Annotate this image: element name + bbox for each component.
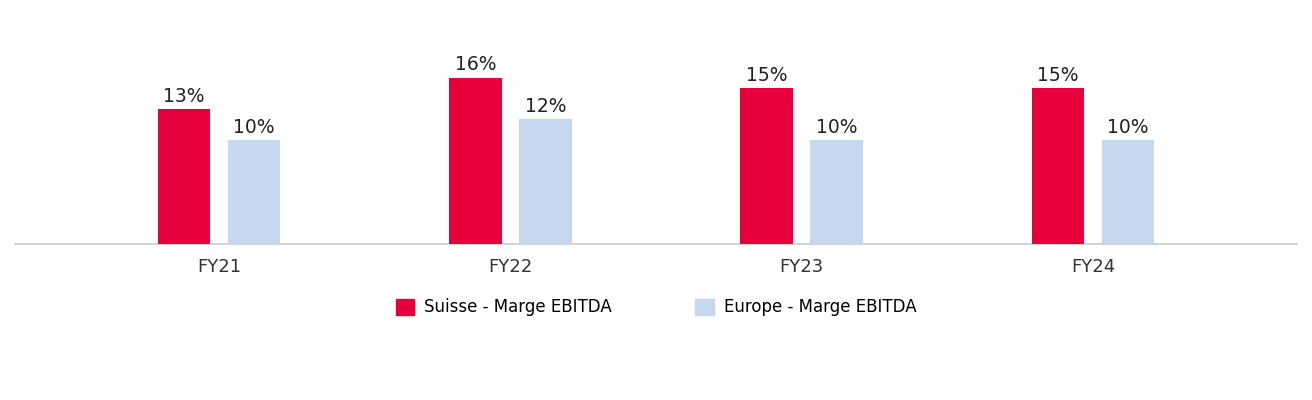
Text: 12%: 12% xyxy=(525,97,565,116)
Bar xyxy=(157,109,210,244)
Text: 16%: 16% xyxy=(454,56,496,74)
Text: 10%: 10% xyxy=(234,118,274,137)
Text: 10%: 10% xyxy=(1107,118,1149,137)
Bar xyxy=(740,88,792,244)
Bar xyxy=(520,119,572,244)
Bar xyxy=(449,78,501,244)
Text: 15%: 15% xyxy=(747,66,787,85)
Text: 10%: 10% xyxy=(816,118,858,137)
Text: 15%: 15% xyxy=(1038,66,1078,85)
Bar xyxy=(811,140,863,244)
Text: 13%: 13% xyxy=(163,87,205,106)
Bar xyxy=(1102,140,1155,244)
Legend: Suisse - Marge EBITDA, Europe - Marge EBITDA: Suisse - Marge EBITDA, Europe - Marge EB… xyxy=(390,292,922,323)
Bar xyxy=(228,140,281,244)
Bar xyxy=(1031,88,1084,244)
